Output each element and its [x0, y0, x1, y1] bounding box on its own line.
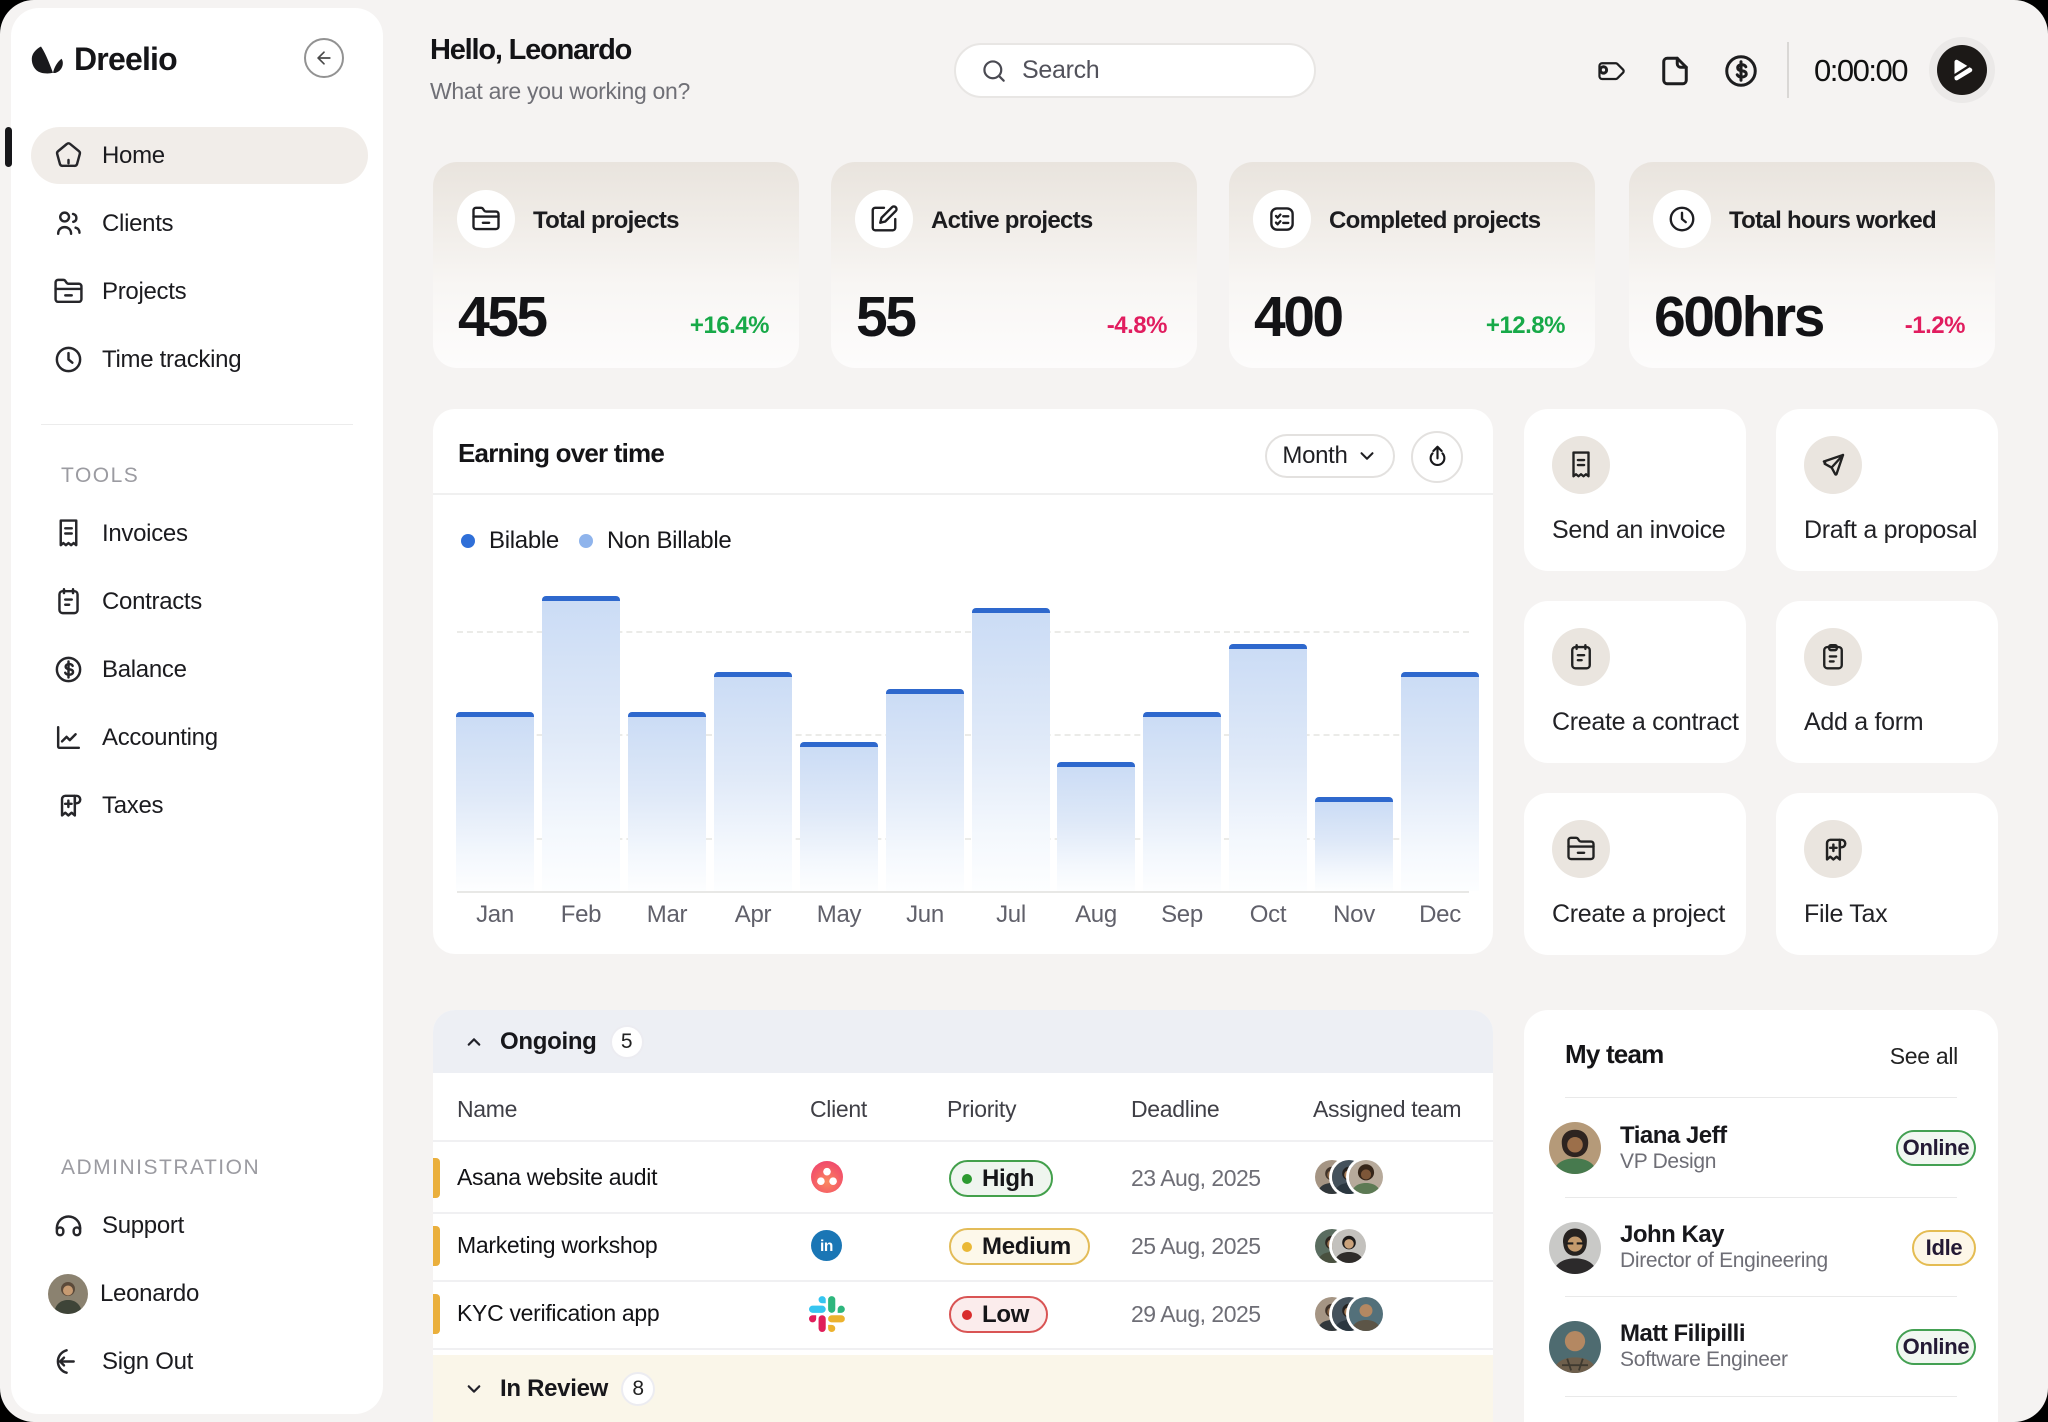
svg-text:in: in	[820, 1238, 833, 1255]
